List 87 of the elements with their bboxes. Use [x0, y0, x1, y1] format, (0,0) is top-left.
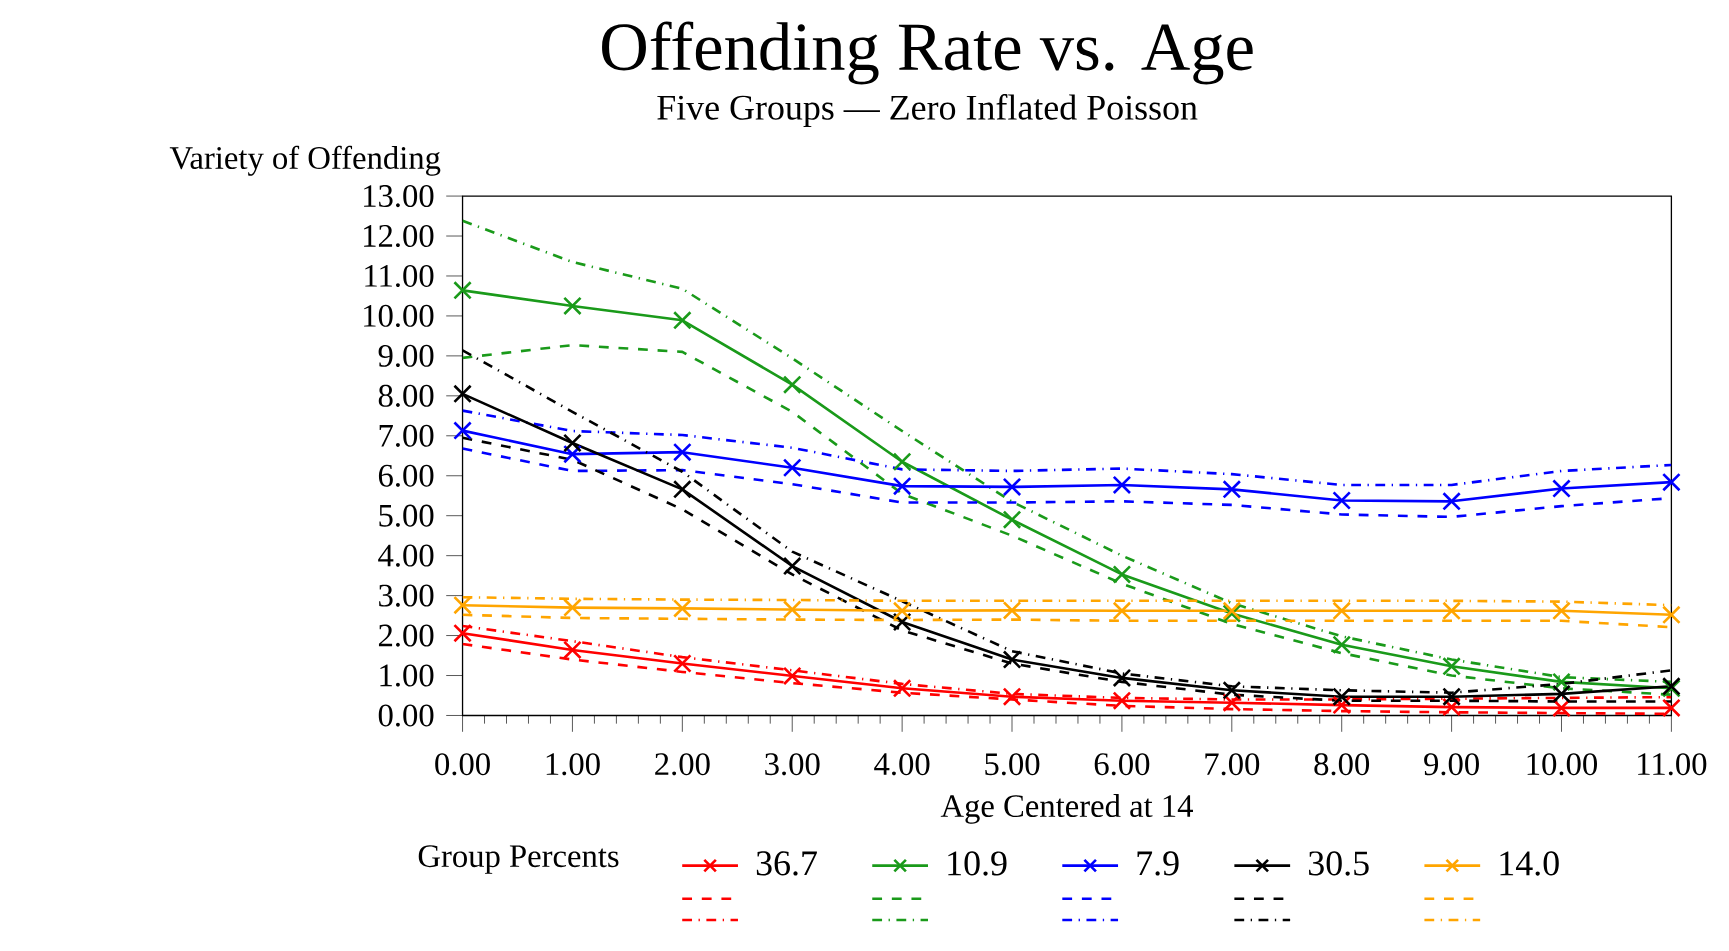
x-tick-label: 5.00: [985, 752, 1040, 776]
point: [1332, 635, 1352, 654]
y-tick-label: 12.00: [364, 224, 434, 247]
point: [1002, 510, 1022, 529]
x-tick-label: 6.00: [1094, 752, 1150, 776]
y-tick-label: 3.00: [379, 584, 434, 607]
y-tick-label: 13.00: [364, 184, 434, 207]
point: [782, 666, 802, 686]
x-tick-label: 7.00: [1205, 752, 1260, 776]
point: [1002, 649, 1022, 669]
point: [892, 452, 912, 471]
x-tick-label: 8.00: [1314, 752, 1370, 776]
point: [1552, 601, 1571, 620]
point: [892, 678, 912, 698]
x-tick-label: 0.00: [435, 752, 490, 776]
point: [563, 296, 582, 316]
x-tick-label: 9.00: [1424, 752, 1479, 776]
y-tick-label: 1.00: [380, 664, 434, 687]
y-axis-title: Variety of Offending: [169, 145, 441, 176]
y-tick-label: 0.00: [378, 704, 434, 727]
point: [1112, 601, 1132, 620]
point: [1552, 672, 1571, 692]
chart-title: Offending Rate vs. Age: [602, 21, 1253, 85]
point: [672, 442, 692, 462]
point: [1442, 601, 1461, 620]
point: [892, 476, 912, 496]
point: [782, 458, 802, 477]
point: [782, 599, 802, 619]
x-tick-label: 3.00: [765, 752, 820, 776]
point: [453, 280, 472, 300]
point: [1442, 687, 1461, 706]
point: [1002, 477, 1022, 497]
point: [672, 653, 692, 673]
point: [1332, 601, 1352, 620]
point: [563, 597, 582, 617]
x-tick-label: 10.00: [1527, 752, 1598, 776]
legend-label: 30.5: [1309, 851, 1369, 876]
point: [1222, 680, 1242, 700]
point: [1112, 564, 1132, 584]
point: [453, 595, 472, 615]
point: [1442, 656, 1461, 676]
y-tick-label: 11.00: [365, 264, 434, 287]
y-tick-label: 5.00: [379, 504, 434, 527]
point: [1332, 490, 1352, 510]
point: [1552, 478, 1571, 498]
point: [453, 623, 472, 643]
x-axis-title: Age Centered at 14: [940, 793, 1193, 824]
point: [1112, 668, 1132, 688]
point: [563, 433, 582, 453]
point: [1112, 475, 1132, 495]
point: [1662, 605, 1681, 624]
point: [1552, 684, 1571, 704]
legend-title: Group Percents: [418, 844, 619, 874]
x-tick-label: 2.00: [655, 752, 710, 776]
point: [1662, 472, 1681, 492]
x-tick-label: 4.00: [874, 752, 930, 776]
point: [453, 420, 472, 440]
point: [782, 375, 802, 394]
point: [1002, 600, 1022, 620]
point: [1112, 691, 1132, 710]
legend-label: 7.9: [1137, 851, 1179, 876]
legend-label: 14.0: [1500, 851, 1559, 876]
point: [1332, 687, 1352, 706]
y-tick-label: 7.00: [379, 424, 434, 447]
x-tick-label: 1.00: [546, 752, 600, 776]
legend-label: 36.7: [756, 851, 817, 876]
chart-subtitle: Five Groups — Zero Inflated Poisson: [657, 93, 1198, 127]
point: [672, 598, 692, 618]
point: [453, 384, 472, 403]
y-tick-label: 2.00: [378, 624, 434, 647]
point: [1222, 479, 1242, 499]
point: [1002, 687, 1022, 706]
point: [672, 479, 692, 499]
y-tick-label: 4.00: [378, 544, 434, 567]
y-tick-label: 8.00: [378, 384, 434, 407]
point: [672, 310, 692, 330]
y-tick-label: 6.00: [378, 464, 434, 487]
point: [782, 556, 802, 576]
x-tick-label: 11.00: [1638, 752, 1707, 776]
legend-label: 10.9: [948, 851, 1007, 876]
y-tick-label: 9.00: [378, 344, 434, 367]
point: [1662, 698, 1681, 718]
point: [1442, 491, 1461, 511]
point: [563, 640, 582, 660]
line-series: [462, 409, 1672, 487]
point: [892, 601, 912, 620]
y-tick-label: 10.00: [364, 304, 434, 327]
